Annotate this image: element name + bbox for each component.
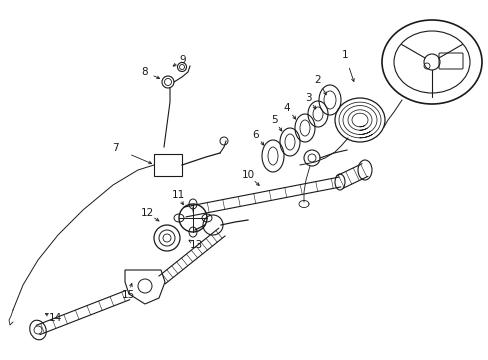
Text: 13: 13 [189,240,202,250]
Text: 5: 5 [270,115,277,125]
Text: 3: 3 [304,93,311,103]
Text: 9: 9 [179,55,186,65]
Text: 1: 1 [341,50,347,60]
Text: 15: 15 [121,290,134,300]
Text: 7: 7 [111,143,118,153]
Bar [154,154,182,176]
Text: 2: 2 [314,75,321,85]
Text: 12: 12 [140,208,153,218]
Text: 8: 8 [142,67,148,77]
Text: 14: 14 [48,313,61,323]
Text: 4: 4 [283,103,290,113]
Text: 11: 11 [171,190,184,200]
Text: 10: 10 [241,170,254,180]
Text: 6: 6 [252,130,259,140]
